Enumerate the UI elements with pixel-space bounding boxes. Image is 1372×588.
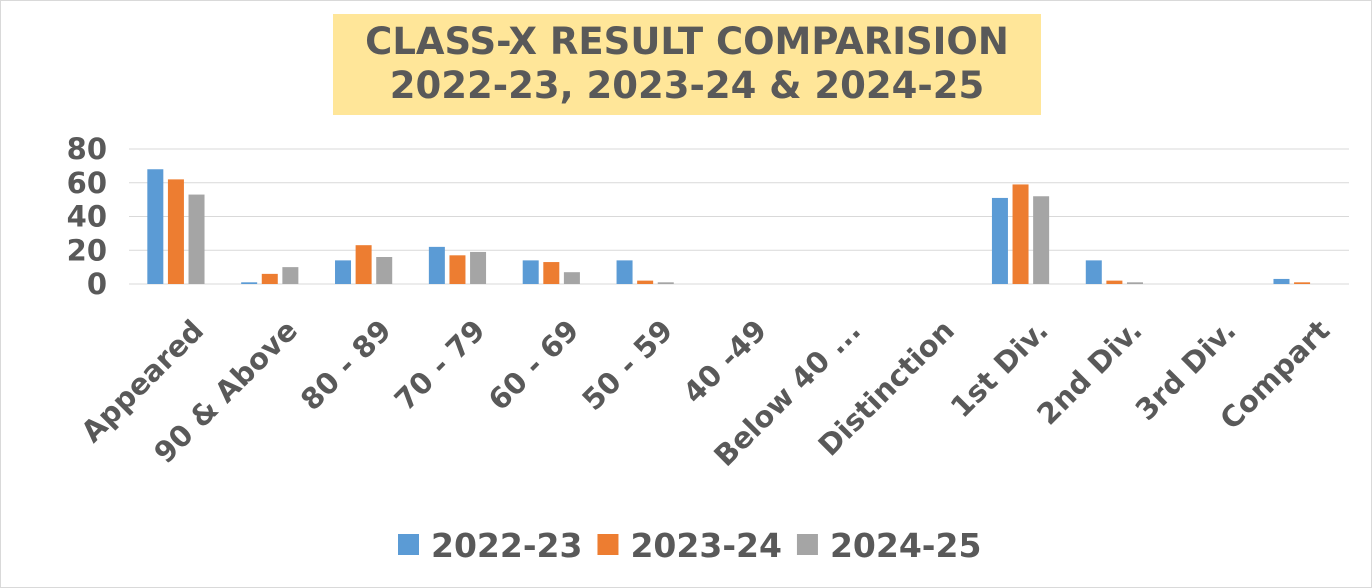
bar (1126, 282, 1143, 284)
y-tick-label: 60 (67, 166, 107, 200)
legend-swatch (796, 534, 818, 555)
bar (1106, 280, 1123, 284)
bar (637, 280, 654, 284)
bar (470, 251, 487, 284)
bar (991, 197, 1008, 284)
y-tick-label: 40 (67, 200, 107, 234)
bar (616, 260, 633, 284)
bar (376, 257, 393, 284)
chart-title-line-2: 2022-23, 2023-24 & 2024-25 (389, 64, 985, 107)
y-tick-label: 0 (87, 267, 107, 301)
legend-swatch (398, 534, 419, 555)
bar (282, 267, 299, 284)
bar (543, 262, 560, 284)
legend-label: 2023-24 (630, 526, 781, 565)
bar (1012, 184, 1029, 284)
y-tick-label: 80 (67, 132, 107, 166)
bar (167, 179, 184, 284)
legend-label: 2024-25 (830, 526, 981, 565)
bar (428, 246, 445, 284)
x-tick-label: 60 - 69 (482, 313, 586, 417)
bar (355, 245, 372, 284)
bar (522, 260, 539, 284)
y-tick-label: 20 (67, 233, 107, 267)
bar (335, 260, 352, 284)
bar (563, 272, 580, 284)
bar (1085, 260, 1102, 284)
chart-title-line-1: CLASS-X RESULT COMPARISION (365, 20, 1009, 63)
chart-title-box: CLASS-X RESULT COMPARISION 2022-23, 2023… (333, 14, 1041, 115)
bar (188, 194, 205, 284)
legend-label: 2022-23 (431, 526, 582, 565)
legend-swatch (597, 534, 619, 555)
x-tick-label: 70 - 79 (388, 313, 492, 417)
bar (147, 169, 164, 284)
bar (241, 282, 258, 284)
bar (1273, 278, 1290, 284)
bar (261, 273, 278, 284)
x-tick-label: 80 - 89 (294, 313, 398, 417)
bar (1294, 282, 1311, 284)
bar (449, 255, 466, 284)
x-tick-label: 40 -49 (676, 313, 773, 410)
x-tick-label: 50 - 59 (575, 313, 679, 417)
bar (1033, 196, 1050, 284)
bar (657, 282, 674, 284)
